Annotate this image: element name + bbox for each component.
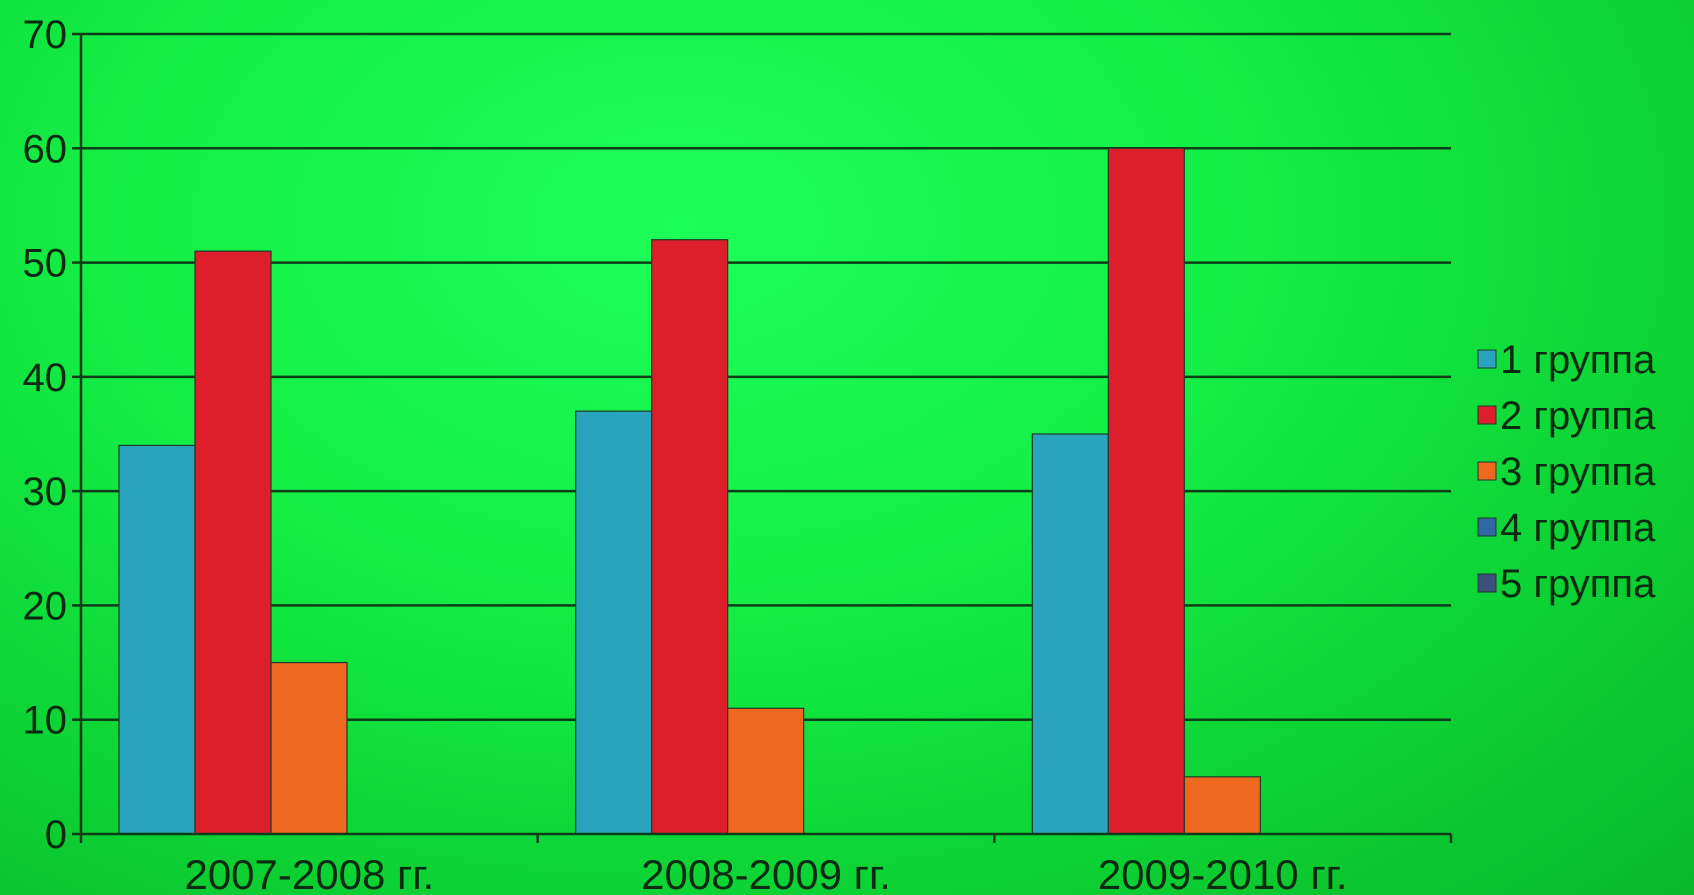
y-tick-label: 70	[23, 13, 68, 57]
legend-swatch	[1477, 461, 1497, 481]
bars	[118, 147, 1261, 835]
legend: 1 группа 2 группа 3 группа 4 группа 5 группа	[1477, 338, 1656, 606]
y-tick-label: 60	[23, 127, 68, 171]
bar	[1107, 147, 1185, 835]
legend-label: 4 группа	[1500, 506, 1656, 550]
bar	[651, 239, 729, 835]
x-tick-label: 2009-2010 гг.	[1098, 851, 1348, 895]
grid-lines	[81, 32, 1451, 721]
y-tick-label: 40	[23, 356, 68, 400]
legend-label: 3 группа	[1500, 450, 1656, 494]
legend-swatch	[1477, 405, 1497, 425]
bar	[194, 250, 272, 835]
y-tick-labels: 0 10 20 30 40 50 60 70	[23, 13, 68, 857]
x-tick-label: 2008-2009 гг.	[641, 851, 891, 895]
y-tick-label: 0	[45, 813, 67, 857]
bar	[1183, 776, 1261, 835]
bar	[727, 707, 805, 835]
y-tick-label: 20	[23, 584, 68, 628]
legend-label: 1 группа	[1500, 338, 1656, 382]
y-tick-label: 30	[23, 470, 68, 514]
bar	[1031, 433, 1109, 835]
legend-swatch	[1477, 573, 1497, 593]
bar	[118, 444, 196, 835]
bar	[575, 410, 653, 835]
axes	[72, 32, 1453, 843]
legend-swatch	[1477, 349, 1497, 369]
legend-label: 2 группа	[1500, 394, 1656, 438]
bar	[270, 661, 348, 835]
legend-swatch	[1477, 517, 1497, 537]
y-tick-label: 10	[23, 699, 68, 743]
x-tick-label: 2007-2008 гг.	[184, 851, 434, 895]
y-tick-label: 50	[23, 242, 68, 286]
x-tick-labels: 2007-2008 гг. 2008-2009 гг. 2009-2010 гг.	[184, 851, 1347, 895]
legend-label: 5 группа	[1500, 562, 1656, 606]
